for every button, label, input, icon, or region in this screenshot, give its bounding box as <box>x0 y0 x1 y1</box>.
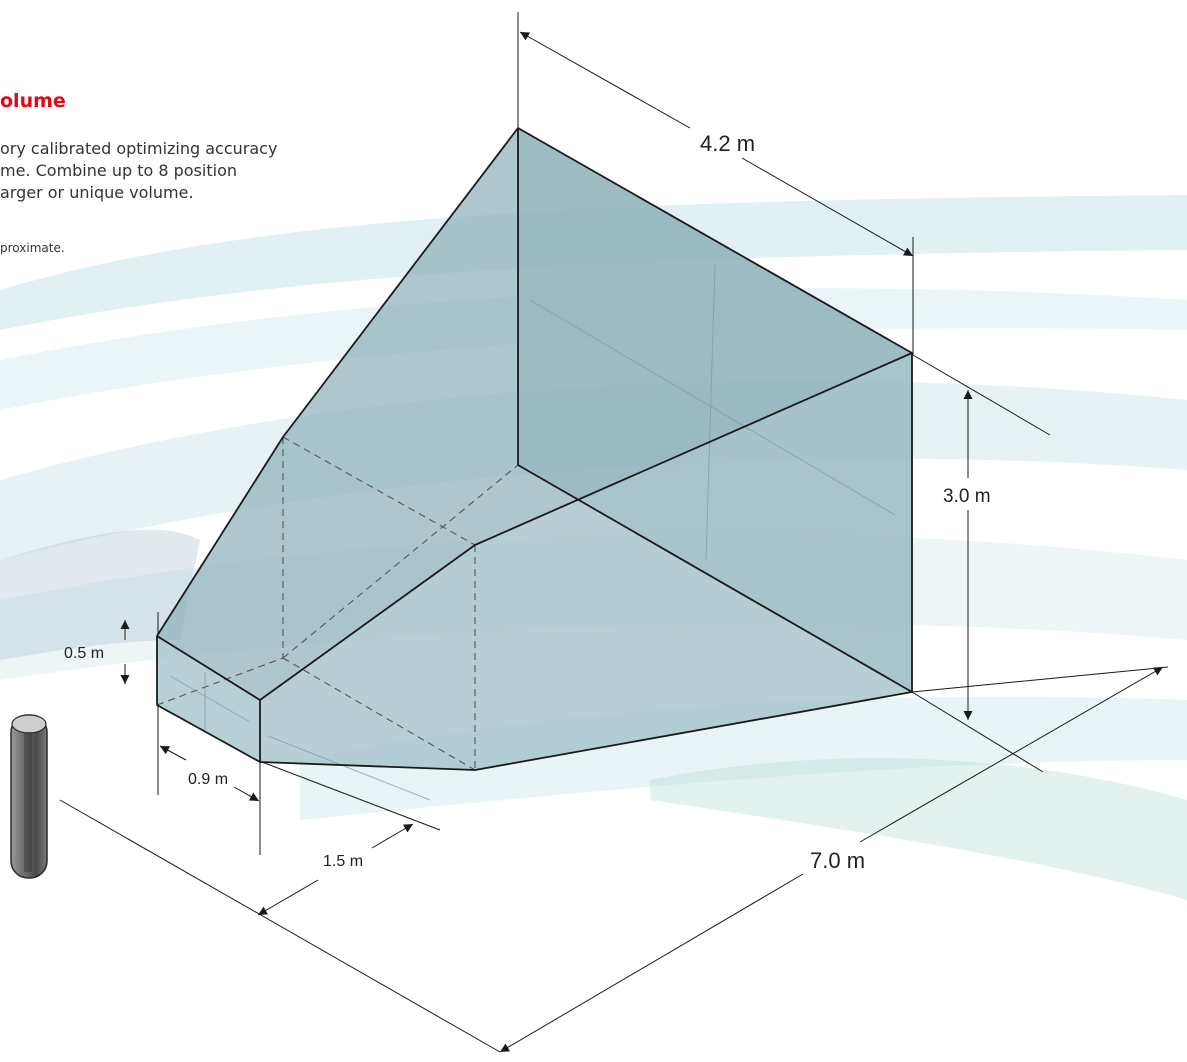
dimension-lines <box>59 12 1169 1053</box>
footnote: proximate. <box>0 241 65 255</box>
volume-nose-face <box>157 636 260 762</box>
dim-height-back: 3.0 m <box>943 486 991 507</box>
description: ory calibrated optimizing accuracy me. C… <box>0 138 277 204</box>
dim-width-front: 0.9 m <box>188 771 228 788</box>
measurement-volume <box>156 127 913 801</box>
dim-length-top: 4.2 m <box>700 131 755 156</box>
hidden-edges <box>156 436 519 771</box>
sensor-icon <box>10 714 48 879</box>
description-line: me. Combine up to 8 position <box>0 161 237 180</box>
dim-length-total: 7.0 m <box>810 848 865 873</box>
description-line: ory calibrated optimizing accuracy <box>0 139 278 158</box>
dim-height-front: 0.5 m <box>64 645 104 662</box>
dimension-labels: 4.2 m 3.0 m 7.0 m 0.5 m 0.9 m 1.5 m <box>64 131 991 873</box>
description-line: arger or unique volume. <box>0 183 194 202</box>
visible-edges <box>156 127 913 771</box>
section-heading: olume <box>0 90 66 112</box>
dim-offset: 1.5 m <box>323 853 363 870</box>
volume-front-face <box>260 353 912 770</box>
